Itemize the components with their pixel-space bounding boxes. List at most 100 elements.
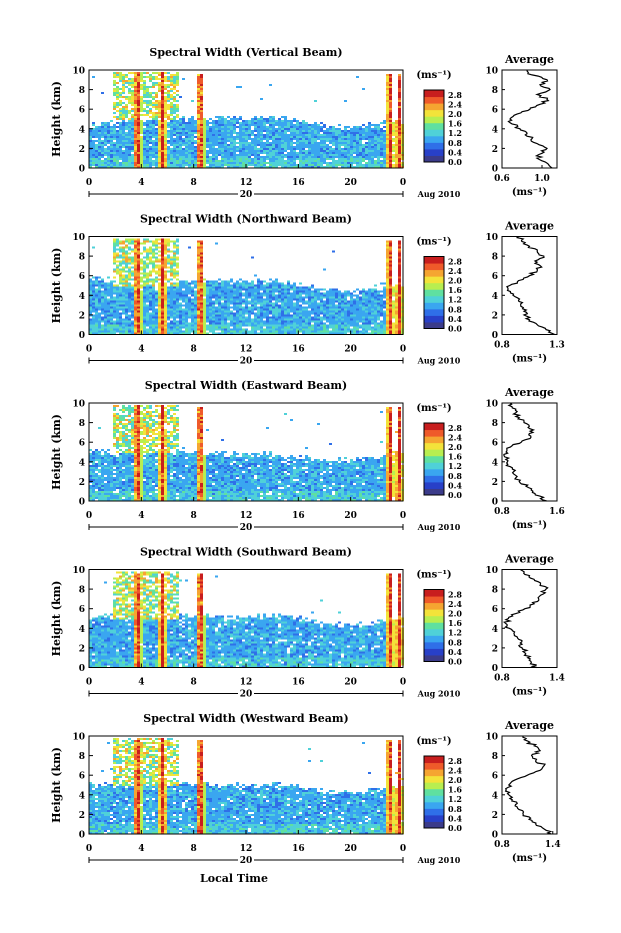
heatmap-cell <box>107 321 110 323</box>
heatmap-cell <box>122 313 125 315</box>
heatmap-cell <box>209 315 212 317</box>
colorbar-segment <box>424 129 444 136</box>
heatmap-cell <box>164 110 167 112</box>
heatmap-cell <box>137 108 140 110</box>
heatmap-cell <box>110 146 113 148</box>
heatmap-cell <box>110 331 113 333</box>
heatmap-cell <box>230 331 233 333</box>
heatmap-cell <box>251 299 254 301</box>
heatmap-cell <box>110 297 113 299</box>
heatmap-cell <box>314 162 317 164</box>
heatmap-cell <box>266 126 269 128</box>
heatmap-cell <box>92 321 95 323</box>
heatmap-cell <box>128 88 131 90</box>
heatmap-cell <box>110 309 113 311</box>
heatmap-cell <box>302 150 305 152</box>
heatmap-cell <box>122 138 125 140</box>
heatmap-cell <box>200 164 203 166</box>
heatmap-cell <box>215 150 218 152</box>
heatmap-cell <box>128 303 131 305</box>
heatmap-cell <box>113 134 116 136</box>
heatmap-cell <box>107 299 110 301</box>
heatmap-cell <box>170 126 173 128</box>
heatmap-cell <box>269 122 272 124</box>
heatmap-cell <box>203 329 206 331</box>
heatmap-cell <box>155 279 158 281</box>
heatmap-cell <box>230 307 233 309</box>
heatmap-cell <box>182 309 185 311</box>
heatmap-cell <box>260 309 263 311</box>
heatmap-cell <box>98 285 101 287</box>
heatmap-cell <box>317 126 320 128</box>
heatmap-cell <box>239 136 242 138</box>
heatmap-cell <box>170 82 173 84</box>
heatmap-cell <box>119 88 122 90</box>
heatmap-cell <box>164 130 167 132</box>
heatmap-cell <box>122 297 125 299</box>
heatmap-cell <box>254 150 257 152</box>
heatmap-cell <box>203 307 206 309</box>
heatmap-cell <box>356 154 359 156</box>
heatmap-cell <box>146 120 149 122</box>
heatmap-cell <box>197 92 200 94</box>
heatmap-cell <box>293 126 296 128</box>
heatmap-cell <box>224 315 227 317</box>
heatmap-cell <box>242 152 245 154</box>
heatmap-cell <box>128 279 131 281</box>
heatmap-cell <box>164 162 167 164</box>
heatmap-cell <box>383 164 386 166</box>
heatmap-cell <box>347 134 350 136</box>
heatmap-cell <box>212 313 215 315</box>
heatmap-cell <box>152 140 155 142</box>
heatmap-cell <box>131 90 134 92</box>
heatmap-cell <box>125 289 128 291</box>
heatmap-cell <box>227 130 230 132</box>
heatmap-cell <box>227 319 230 321</box>
heatmap-cell <box>131 120 134 122</box>
heatmap-cell <box>248 287 251 289</box>
heatmap-cell <box>323 156 326 158</box>
heatmap-cell <box>197 313 200 315</box>
heatmap-cell <box>188 132 191 134</box>
heatmap-cell <box>140 291 143 293</box>
heatmap-cell <box>383 130 386 132</box>
heatmap-cell <box>278 128 281 130</box>
heatmap-cell <box>191 283 194 285</box>
heatmap-cell <box>251 295 254 297</box>
heatmap-cell <box>128 331 131 333</box>
heatmap-cell <box>215 307 218 309</box>
heatmap-cell <box>266 287 269 289</box>
heatmap-cell <box>155 295 158 297</box>
heatmap-cell <box>227 299 230 301</box>
heatmap-cell <box>179 321 182 323</box>
heatmap-cell <box>173 156 176 158</box>
heatmap-cell <box>92 329 95 331</box>
heatmap-cell <box>281 156 284 158</box>
heatmap-cell <box>356 164 359 166</box>
heatmap-cell <box>389 86 392 88</box>
heatmap-cell <box>176 132 179 134</box>
heatmap-cell <box>179 317 182 319</box>
heatmap-cell <box>125 285 128 287</box>
heatmap-cell <box>254 317 257 319</box>
heatmap-cell <box>353 148 356 150</box>
heatmap-cell <box>173 112 176 114</box>
heatmap-cell <box>221 315 224 317</box>
heatmap-cell <box>173 277 176 279</box>
heatmap-cell <box>194 128 197 130</box>
heatmap-cell <box>119 269 122 271</box>
heatmap-cell <box>212 148 215 150</box>
heatmap-cell <box>167 100 170 102</box>
heatmap-cell <box>272 148 275 150</box>
heatmap-cell <box>275 132 278 134</box>
heatmap-cell <box>395 136 398 138</box>
heatmap-cell <box>167 130 170 132</box>
heatmap-cell <box>182 283 185 285</box>
heatmap-cell <box>359 156 362 158</box>
heatmap-cell <box>335 144 338 146</box>
heatmap-cell <box>188 134 191 136</box>
heatmap-cell <box>203 327 206 329</box>
heatmap-cell <box>137 287 140 289</box>
heatmap-cell <box>323 134 326 136</box>
heatmap-cell <box>194 325 197 327</box>
